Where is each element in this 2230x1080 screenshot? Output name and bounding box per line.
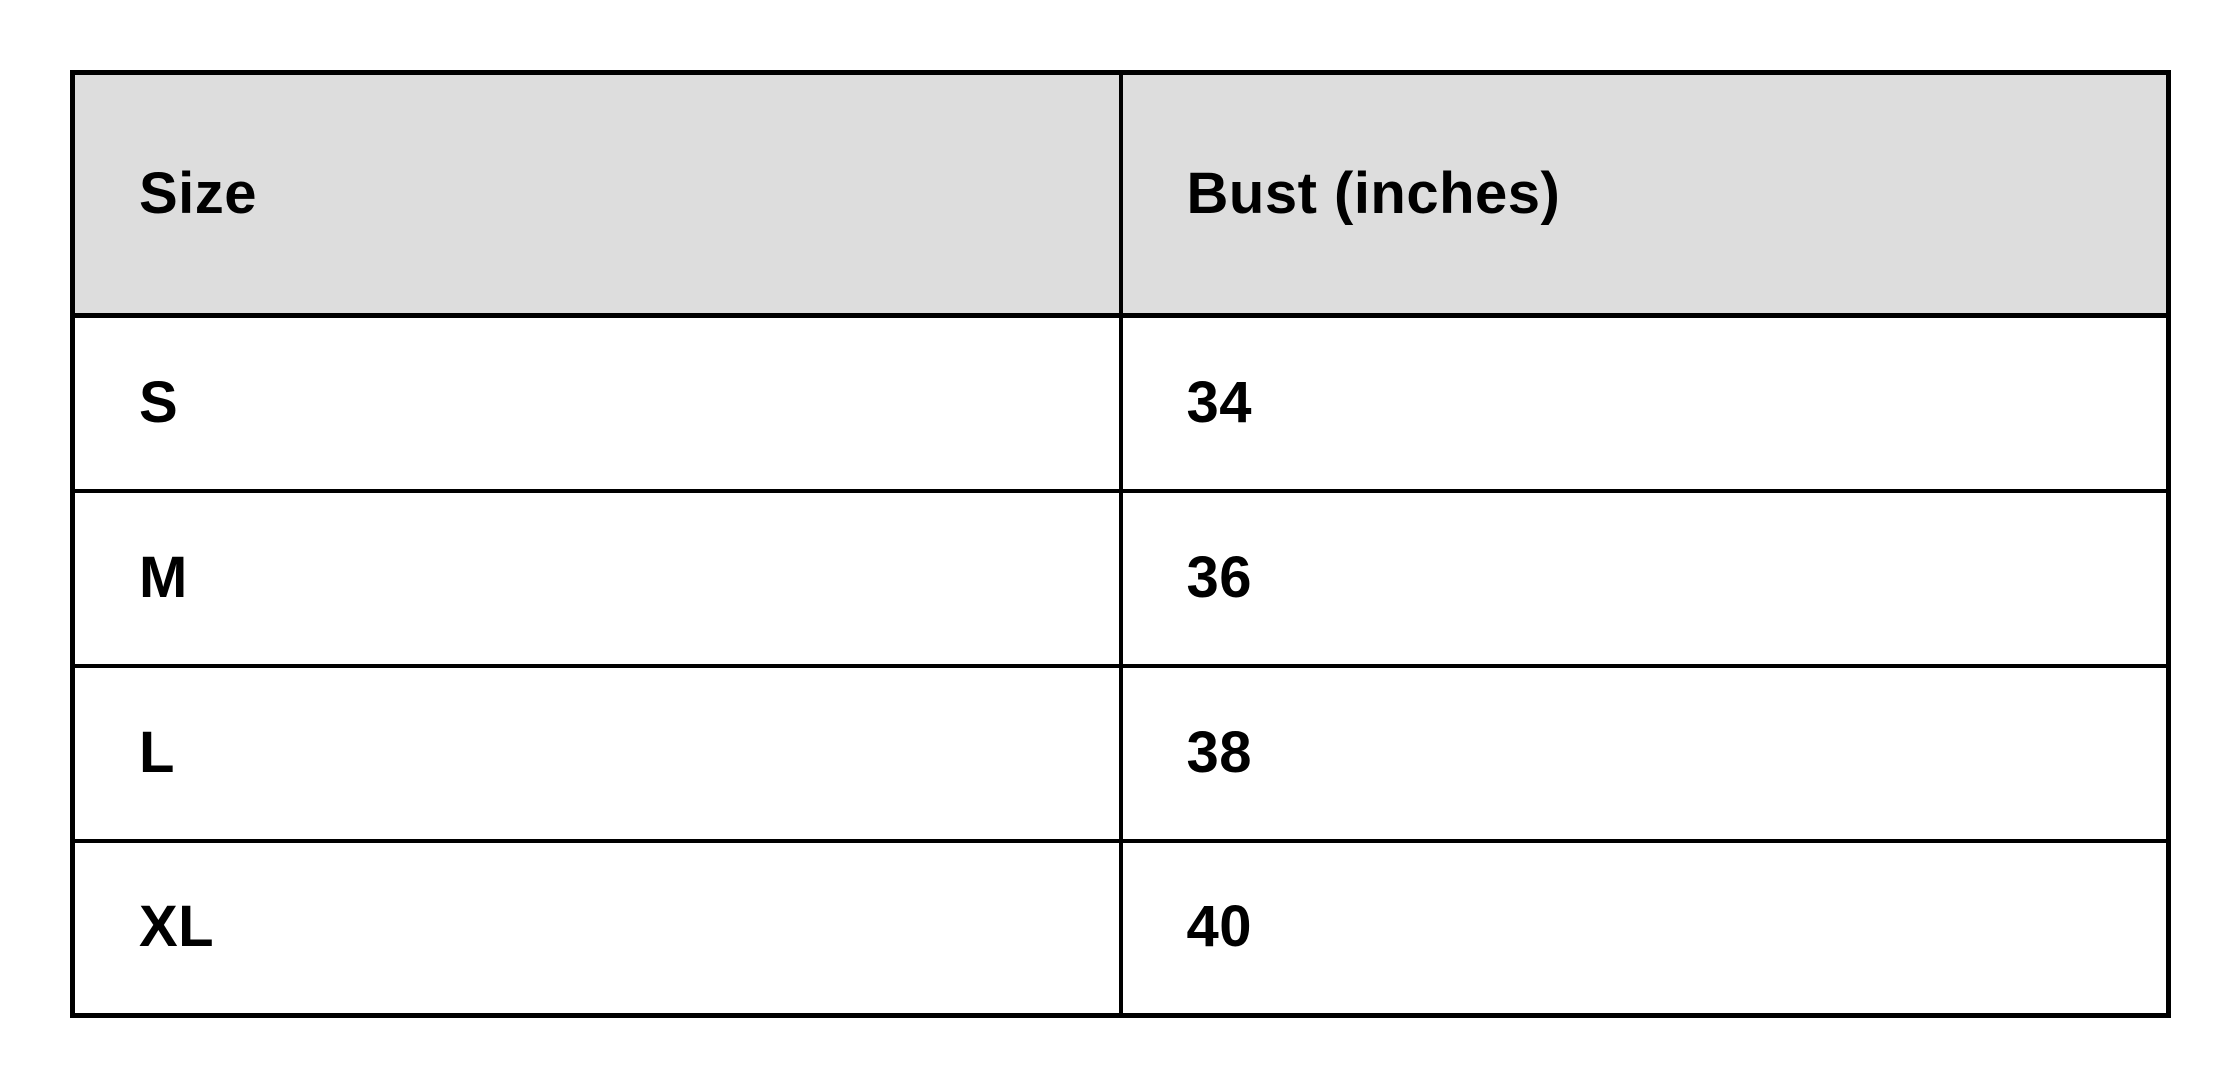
- table-body: S 34 M 36 L 38 XL 40: [70, 313, 2171, 1018]
- size-chart-table: Size Bust (inches) S 34 M 36 L 38: [70, 70, 2171, 1018]
- cell-bust-l: 38: [1118, 663, 2171, 843]
- size-chart-container: Size Bust (inches) S 34 M 36 L 38: [70, 70, 2171, 1018]
- column-header-bust: Bust (inches): [1118, 70, 2171, 318]
- cell-bust-xl: 40: [1118, 838, 2171, 1018]
- table-row: S 34: [70, 313, 2171, 493]
- cell-size-m: M: [70, 488, 1123, 668]
- table-header-row: Size Bust (inches): [70, 70, 2171, 318]
- cell-size-l: L: [70, 663, 1123, 843]
- column-header-size: Size: [70, 70, 1123, 318]
- table-row: L 38: [70, 663, 2171, 843]
- cell-size-s: S: [70, 313, 1123, 493]
- table-header: Size Bust (inches): [70, 70, 2171, 318]
- cell-bust-m: 36: [1118, 488, 2171, 668]
- table-row: M 36: [70, 488, 2171, 668]
- cell-size-xl: XL: [70, 838, 1123, 1018]
- cell-bust-s: 34: [1118, 313, 2171, 493]
- table-row: XL 40: [70, 838, 2171, 1018]
